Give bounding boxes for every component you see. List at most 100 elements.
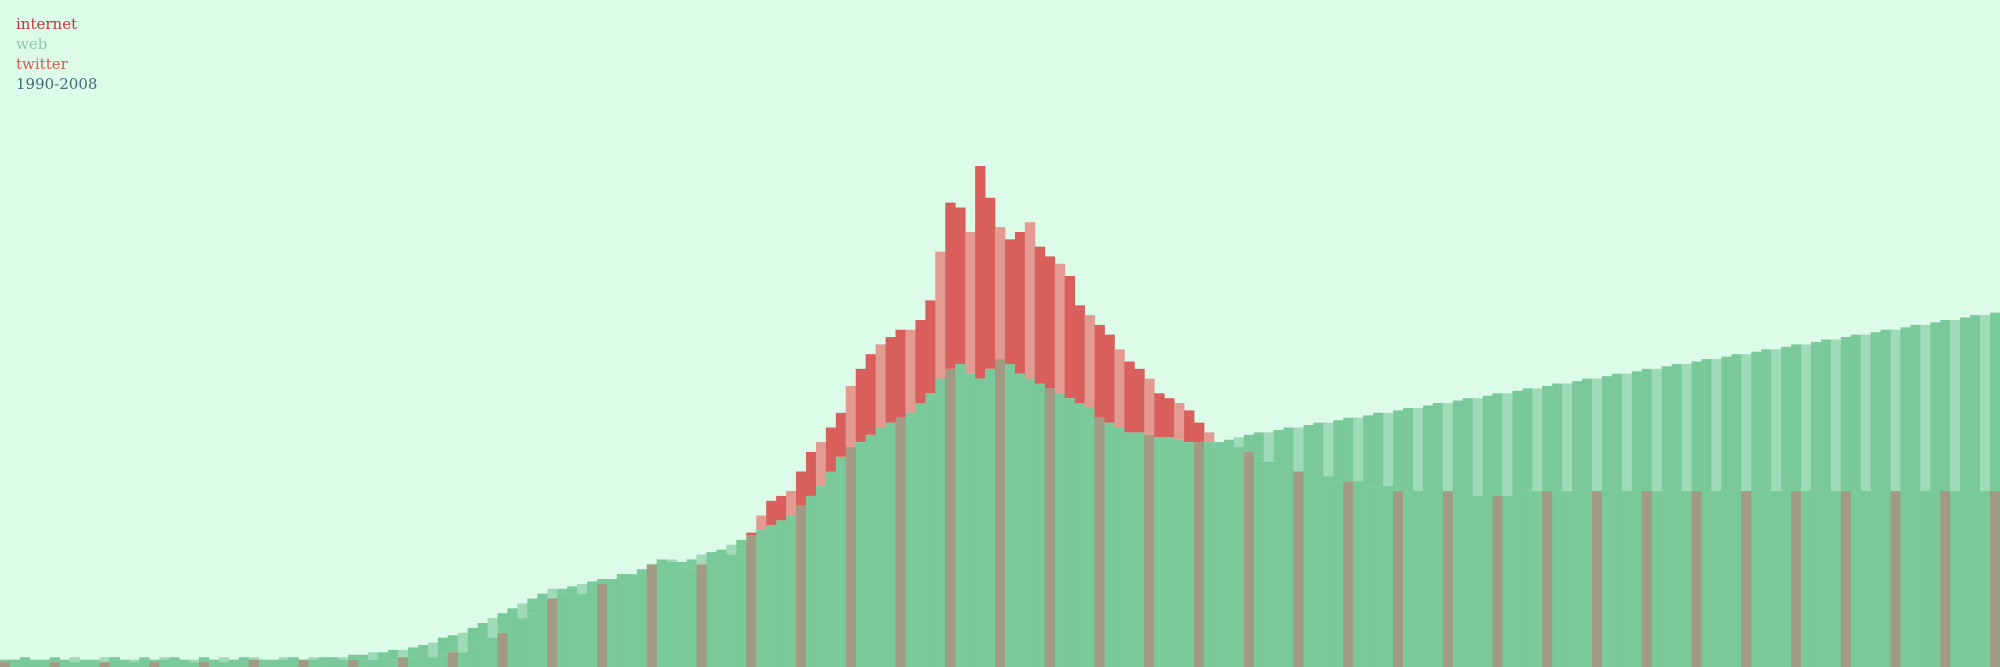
bar-overlap <box>1681 491 1692 667</box>
bar-internet <box>945 202 956 369</box>
bar-web <box>1960 317 1971 492</box>
bar-web <box>1452 400 1464 496</box>
bar-overlap <box>577 593 588 667</box>
bar-internet <box>985 197 996 369</box>
bar-web <box>447 635 459 653</box>
bar-overlap <box>1263 461 1275 667</box>
bar-overlap <box>1930 491 1941 667</box>
bar-overlap <box>716 561 727 667</box>
bar-web <box>1671 363 1682 492</box>
bar-overlap <box>258 662 270 667</box>
bar-web <box>706 552 717 560</box>
bar-overlap <box>278 659 289 667</box>
bar-overlap <box>1960 491 1971 667</box>
bar-web <box>1791 344 1802 492</box>
bar-web <box>99 657 110 663</box>
bar-web <box>1701 359 1712 492</box>
bar-web <box>1363 415 1374 487</box>
bar-web <box>1810 341 1822 492</box>
bar-overlap <box>895 417 906 667</box>
bar-overlap <box>815 486 827 667</box>
bar-overlap <box>1363 486 1374 667</box>
bar-overlap <box>1144 434 1155 667</box>
bar-overlap <box>1432 491 1444 667</box>
bar-overlap <box>1323 476 1334 667</box>
bar-web <box>1253 432 1265 457</box>
bar-overlap <box>268 659 280 667</box>
bar-overlap <box>1482 491 1493 667</box>
bar-overlap <box>1741 491 1752 667</box>
bar-overlap <box>1084 407 1095 667</box>
bar-web <box>328 657 339 660</box>
bar-overlap <box>1074 403 1085 667</box>
bar-web <box>1552 383 1563 492</box>
bar-web <box>1243 434 1255 452</box>
bar-overlap <box>1801 491 1812 667</box>
bar-overlap <box>1253 456 1265 667</box>
bar-internet <box>965 231 976 374</box>
legend-item-twitter[interactable]: twitter <box>16 55 68 73</box>
bar-internet <box>925 300 936 394</box>
bar-internet <box>1134 368 1145 433</box>
bar-overlap <box>89 662 100 667</box>
bar-web <box>736 539 747 550</box>
bar-overlap <box>1502 495 1513 667</box>
bar-web <box>368 652 379 660</box>
bar-overlap <box>965 373 976 667</box>
legend-item-date-range: 1990-2008 <box>16 75 98 93</box>
bar-overlap <box>1751 491 1762 667</box>
bar-overlap <box>766 525 777 667</box>
legend-item-web[interactable]: web <box>16 35 48 53</box>
bar-internet <box>1184 410 1195 443</box>
bar-overlap <box>288 662 299 667</box>
bar-overlap <box>875 427 886 667</box>
bar-overlap <box>746 535 757 667</box>
bar-overlap <box>1860 491 1872 667</box>
bar-overlap <box>1114 427 1125 667</box>
bar-overlap <box>149 662 160 667</box>
bar-web <box>1860 334 1872 492</box>
bar-web <box>1990 312 2000 492</box>
bar-overlap <box>547 598 558 667</box>
bar-web <box>318 657 329 663</box>
bar-overlap <box>1592 491 1603 667</box>
bar-web <box>19 657 31 663</box>
bar-overlap <box>0 662 11 667</box>
bar-web <box>417 645 429 655</box>
bar-web <box>1393 410 1404 492</box>
bar-web <box>1880 329 1891 492</box>
bar-web <box>666 559 678 562</box>
bar-internet <box>1024 222 1036 379</box>
bar-web <box>1950 319 1961 492</box>
bar-web <box>0 659 11 663</box>
bar-web <box>1721 356 1732 492</box>
bar-web <box>49 657 61 663</box>
bar-overlap <box>467 647 479 667</box>
bar-overlap <box>398 657 409 667</box>
bar-overlap <box>318 662 329 667</box>
bar-overlap <box>29 662 41 667</box>
bar-web <box>1263 432 1275 462</box>
bar-overlap <box>666 561 678 667</box>
bar-web <box>1801 344 1812 492</box>
bar-web <box>358 654 369 660</box>
bar-overlap <box>517 618 528 667</box>
legend-item-internet[interactable]: internet <box>16 15 78 33</box>
bar-overlap <box>1303 471 1314 667</box>
bar-overlap <box>69 662 80 667</box>
bar-overlap <box>1452 495 1464 667</box>
bar-web <box>726 544 737 555</box>
bar-web <box>398 649 409 658</box>
bar-internet <box>766 500 777 526</box>
bar-overlap <box>1104 422 1115 667</box>
bar-web <box>597 579 608 584</box>
bar-internet <box>1104 334 1115 423</box>
bar-overlap <box>905 412 916 667</box>
bar-overlap <box>756 530 767 667</box>
bar-overlap <box>865 434 877 667</box>
bar-web <box>557 588 568 594</box>
bar-overlap <box>1900 491 1911 667</box>
bar-web <box>1840 337 1852 492</box>
bar-overlap <box>1154 437 1165 667</box>
bar-overlap <box>1980 491 1991 667</box>
